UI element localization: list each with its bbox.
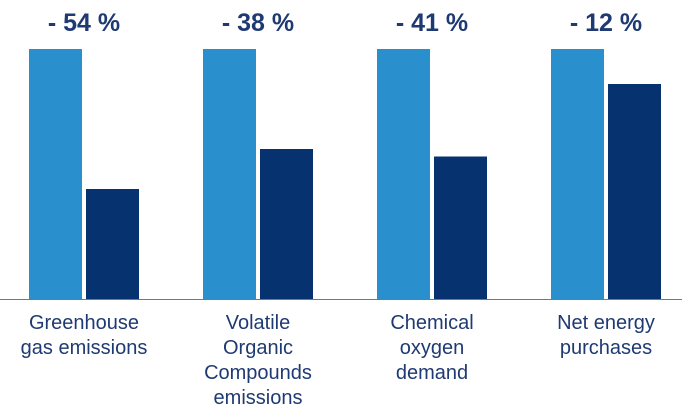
bar-baseline-1 [29, 49, 82, 299]
category-label-2-line-4: emissions [214, 387, 303, 409]
bar-current-2 [260, 149, 313, 299]
category-label-4-line-1: Net energy [557, 312, 655, 334]
category-label-1-line-1: Greenhouse [29, 312, 139, 334]
category-label-3-line-2: oxygen [400, 337, 465, 359]
data-label-3: - 41 % [396, 9, 468, 37]
category-label-2-line-3: Compounds [204, 362, 312, 384]
data-label-4: - 12 % [570, 9, 642, 37]
data-label-1: - 54 % [48, 9, 120, 37]
category-label-3-line-1: Chemical [390, 312, 473, 334]
bar-current-4 [608, 84, 661, 299]
bar-current-1 [86, 189, 139, 299]
bar-baseline-4 [551, 49, 604, 299]
bar-baseline-3 [377, 49, 430, 299]
bar-baseline-2 [203, 49, 256, 299]
category-label-2-line-1: Volatile [226, 312, 291, 334]
category-label-3-line-3: demand [396, 362, 468, 384]
category-label-4-line-2: purchases [560, 337, 652, 359]
bar-current-3 [434, 156, 487, 299]
data-label-2: - 38 % [222, 9, 294, 37]
category-label-2-line-2: Organic [223, 337, 293, 359]
category-label-1-line-2: gas emissions [21, 337, 148, 359]
